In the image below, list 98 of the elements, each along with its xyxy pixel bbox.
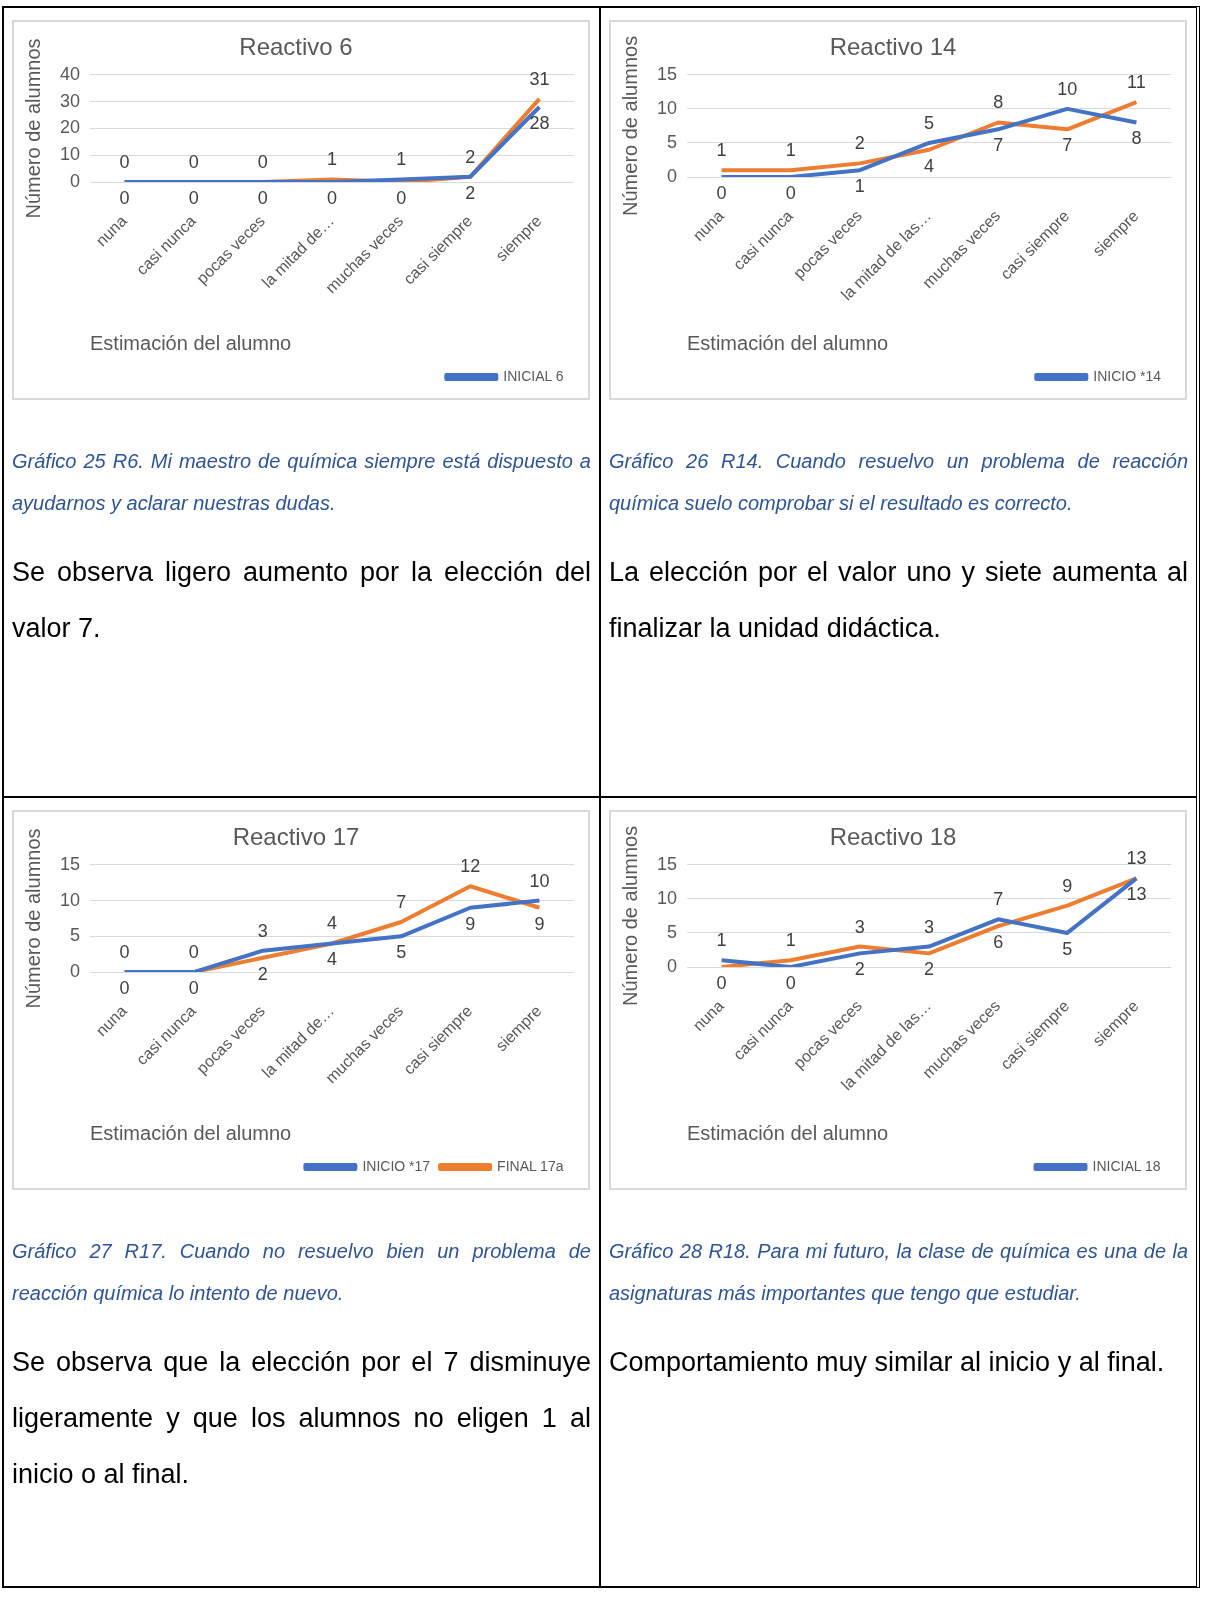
y-axis-title: Número de alumnos bbox=[21, 38, 44, 219]
legend-label: INICIO *14 bbox=[1093, 367, 1162, 384]
data-label: 0 bbox=[327, 188, 338, 209]
data-label: 0 bbox=[716, 972, 727, 993]
data-label: 1 bbox=[785, 930, 796, 951]
text: Se observa que la elección por el 7 disminuye ligeramente y que los alumnos no eligen 1 al inicio o al final. bbox=[12, 1346, 591, 1491]
legend-label: INICIAL 6 bbox=[503, 367, 564, 384]
text: La elección por el valor uno y siete aumenta al finalizar la unidad didáctica. bbox=[609, 556, 1188, 645]
legend-label: INICIAL 18 bbox=[1092, 1157, 1161, 1174]
data-label: 0 bbox=[785, 182, 796, 203]
data-label: 1 bbox=[716, 140, 727, 161]
y-tick-label: 0 bbox=[667, 165, 678, 186]
data-label: 5 bbox=[924, 112, 935, 133]
data-label: 0 bbox=[188, 978, 199, 999]
data-label: 0 bbox=[396, 188, 407, 209]
y-tick-label: 20 bbox=[59, 117, 81, 138]
data-label: 10 bbox=[529, 870, 550, 891]
text: Gráfico 25 R6. Mi maestro de química siempre está dispuesto a ayudarnos y aclarar nuestras dudas. bbox=[12, 449, 591, 516]
y-tick-label: 10 bbox=[656, 97, 678, 118]
data-label: 8 bbox=[1131, 128, 1142, 149]
y-tick-label: 15 bbox=[656, 63, 678, 84]
y-tick-label: 5 bbox=[667, 131, 678, 152]
data-label: 9 bbox=[534, 913, 545, 934]
legend-label: FINAL 17a bbox=[497, 1157, 564, 1174]
data-label: 1 bbox=[716, 930, 727, 951]
data-label: 4 bbox=[327, 913, 338, 934]
data-label: 6 bbox=[993, 932, 1004, 953]
data-label: 9 bbox=[465, 913, 476, 934]
data-label: 13 bbox=[1126, 848, 1147, 869]
y-tick-label: 0 bbox=[667, 955, 678, 976]
data-label: 4 bbox=[924, 155, 935, 176]
y-tick-label: 15 bbox=[59, 853, 81, 874]
data-label: 1 bbox=[785, 140, 796, 161]
y-tick-label: 30 bbox=[59, 90, 81, 111]
text: Gráfico 27 R17. Cuando no resuelvo bien un problema de reacción química lo intento de nuevo. bbox=[12, 1239, 591, 1306]
chart-title: Reactivo 14 bbox=[829, 33, 957, 61]
y-axis-title: Número de alumnos bbox=[618, 825, 641, 1006]
data-label: 0 bbox=[119, 942, 130, 963]
text: Se observa ligero aumento por la elección del valor 7. bbox=[12, 556, 591, 645]
data-label: 0 bbox=[119, 978, 130, 999]
y-tick-label: 10 bbox=[59, 889, 81, 910]
data-label: 2 bbox=[465, 182, 476, 203]
text: Gráfico 26 R14. Cuando resuelvo un problema de reacción química suelo comprobar si el resultado es correcto. bbox=[609, 449, 1188, 516]
data-label: 1 bbox=[327, 149, 338, 170]
data-label: 5 bbox=[1062, 938, 1073, 959]
data-label: 2 bbox=[854, 133, 865, 154]
y-tick-label: 0 bbox=[70, 171, 81, 192]
chart-title: Reactivo 6 bbox=[239, 33, 353, 61]
data-label: 3 bbox=[257, 920, 268, 941]
data-label: 7 bbox=[993, 135, 1004, 156]
data-label: 2 bbox=[465, 146, 476, 167]
data-label: 0 bbox=[257, 152, 268, 173]
data-label: 28 bbox=[529, 112, 550, 133]
data-label: 9 bbox=[1062, 875, 1073, 896]
data-label: 2 bbox=[924, 959, 935, 980]
y-tick-label: 10 bbox=[59, 144, 81, 165]
data-label: 2 bbox=[257, 963, 268, 984]
data-label: 0 bbox=[119, 188, 130, 209]
text: Comportamiento muy similar al inicio y al final. bbox=[609, 1346, 1166, 1379]
data-label: 2 bbox=[854, 959, 865, 980]
data-label: 0 bbox=[188, 188, 199, 209]
data-label: 0 bbox=[188, 942, 199, 963]
y-axis-title: Número de alumnos bbox=[618, 35, 641, 216]
data-label: 7 bbox=[1062, 135, 1073, 156]
x-axis-title: Estimación del alumno bbox=[687, 331, 889, 354]
x-axis-title: Estimación del alumno bbox=[687, 1121, 889, 1144]
data-label: 4 bbox=[327, 949, 338, 970]
chart-title: Reactivo 18 bbox=[829, 823, 957, 851]
legend-label: INICIO *17 bbox=[362, 1157, 431, 1174]
data-label: 0 bbox=[188, 152, 199, 173]
data-label: 1 bbox=[854, 176, 865, 197]
text: Gráfico 28 R18. Para mi futuro, la clase de química es una de la asignaturas más importantes que tengo que estudiar. bbox=[609, 1239, 1188, 1306]
y-axis-title: Número de alumnos bbox=[21, 828, 44, 1009]
chart-title: Reactivo 17 bbox=[232, 823, 360, 851]
data-label: 5 bbox=[396, 942, 407, 963]
data-label: 12 bbox=[460, 856, 481, 877]
data-label: 7 bbox=[396, 892, 407, 912]
data-label: 31 bbox=[529, 68, 550, 89]
data-label: 7 bbox=[993, 889, 1004, 910]
data-label: 11 bbox=[1127, 72, 1146, 93]
data-label: 0 bbox=[257, 188, 268, 209]
x-axis-title: Estimación del alumno bbox=[90, 331, 292, 354]
y-tick-label: 10 bbox=[656, 887, 678, 908]
data-label: 1 bbox=[396, 149, 407, 170]
y-tick-label: 5 bbox=[667, 921, 678, 942]
data-label: 8 bbox=[993, 92, 1004, 113]
data-label: 0 bbox=[716, 182, 727, 203]
y-tick-label: 40 bbox=[59, 63, 81, 84]
y-tick-label: 5 bbox=[70, 925, 81, 946]
data-label: 10 bbox=[1057, 78, 1078, 99]
data-label: 13 bbox=[1126, 884, 1147, 905]
data-label: 0 bbox=[785, 972, 796, 993]
x-axis-title: Estimación del alumno bbox=[90, 1121, 292, 1144]
data-label: 3 bbox=[854, 916, 865, 937]
data-label: 0 bbox=[119, 152, 130, 173]
y-tick-label: 0 bbox=[70, 961, 81, 982]
y-tick-label: 15 bbox=[656, 853, 678, 874]
data-label: 3 bbox=[924, 916, 935, 937]
